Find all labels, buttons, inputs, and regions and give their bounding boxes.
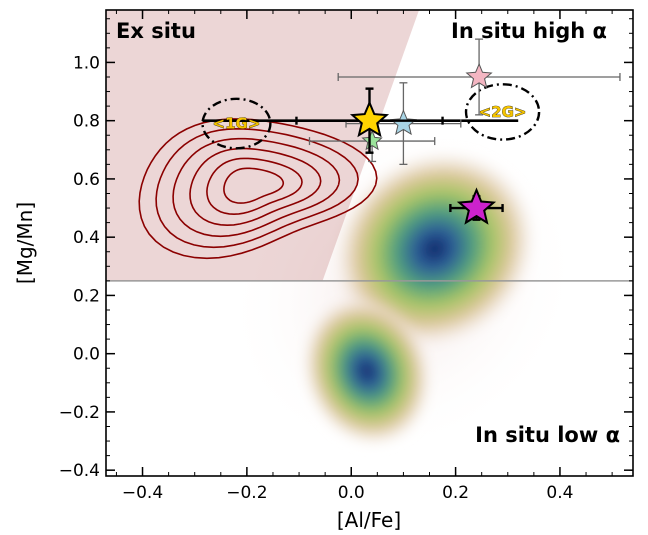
region-label-in-situ-high: In situ high α [451,19,607,43]
x-tick-label: −0.2 [226,483,267,503]
density-core-lower [302,296,432,446]
y-tick-label: 1.0 [73,53,100,73]
y-tick-label: 0.0 [73,345,100,365]
contour-level [155,127,359,249]
star-marker [361,129,383,151]
region-label-in-situ-low: In situ low α [475,423,620,447]
star-marker [389,109,418,136]
y-tick-label: −0.2 [59,403,100,423]
star-marker [349,100,390,138]
data-points [295,38,621,225]
generation-label: <1G> [213,115,261,133]
x-tick-label: 0.0 [338,483,365,503]
x-tick-label: −0.4 [122,483,163,503]
generation-markers: <1G> <2G> [201,83,541,150]
plot-frame [105,9,634,477]
contour-level [172,137,341,238]
y-tick-label: 0.4 [73,228,100,248]
x-axis-title: [Al/Fe] [337,508,401,532]
x-tick-label: 0.4 [546,483,573,503]
y-tick-label: 0.8 [73,112,100,132]
x-tick-label: 0.2 [442,483,469,503]
y-tick-label: −0.4 [59,461,100,481]
contour-level [138,118,378,260]
ex-situ-contours [138,118,378,260]
y-axis-title: [Mg/Mn] [13,202,37,284]
generation-circle [201,97,272,150]
density-core-upper [334,151,535,347]
contour-level [189,147,322,227]
generation-label: <2G> [479,103,527,121]
star-marker [465,62,493,89]
ex-situ-region [106,10,420,281]
generation-circle [464,83,541,141]
contour-level [206,157,303,216]
y-tick-label: 0.6 [73,170,100,190]
region-label-ex-situ: Ex situ [116,19,196,43]
axis-ticks: −0.4 −0.2 0.0 0.2 0.4 −0.4 −0.2 0.0 0.2 0.4 0.6 0.8… [59,10,633,503]
star-marker [456,187,497,225]
y-tick-label: 0.2 [73,286,100,306]
contour-level [223,167,285,204]
